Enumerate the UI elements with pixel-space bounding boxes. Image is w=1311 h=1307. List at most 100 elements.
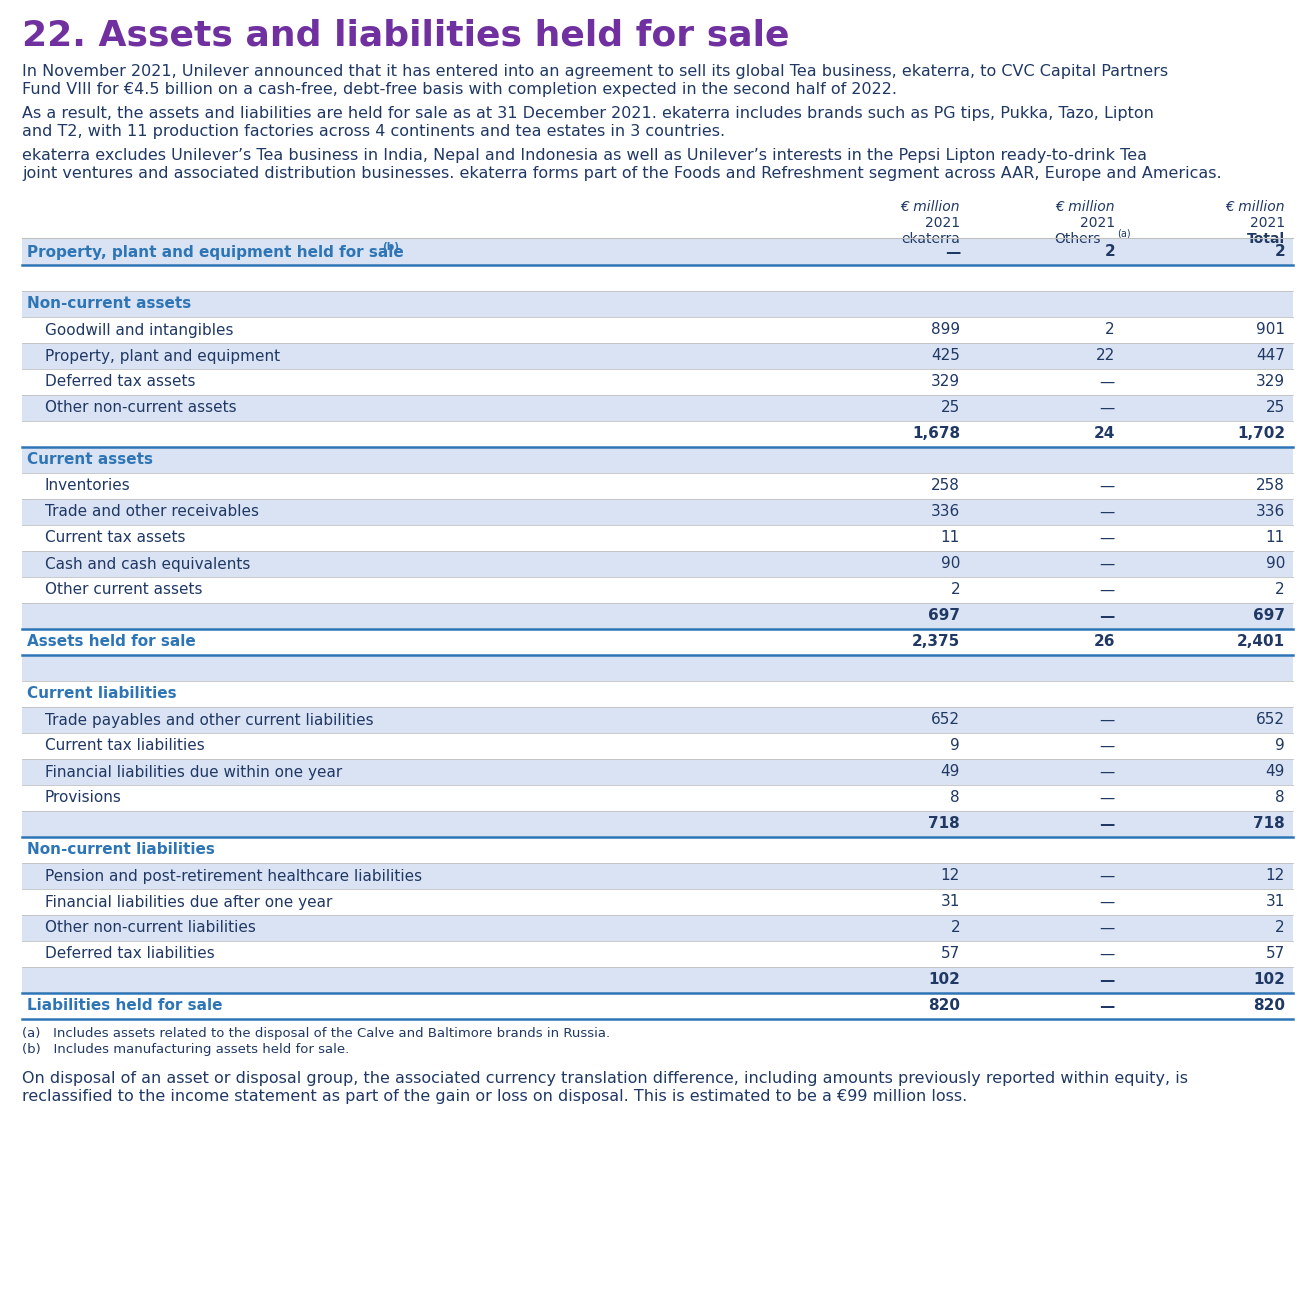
Text: 102: 102 [928, 972, 960, 988]
Bar [22, 552, 1293, 576]
Bar [22, 499, 1293, 525]
Text: Financial liabilities due within one year: Financial liabilities due within one yea… [45, 765, 342, 779]
Text: 2: 2 [950, 583, 960, 597]
Text: € million: € million [1226, 200, 1285, 214]
Text: 57: 57 [941, 946, 960, 962]
Text: (a)   Includes assets related to the disposal of the Calve and Baltimore brands : (a) Includes assets related to the dispo… [22, 1027, 610, 1040]
Bar [22, 681, 1293, 707]
Bar [22, 733, 1293, 759]
Text: 9: 9 [1276, 738, 1285, 754]
Text: 2: 2 [1276, 920, 1285, 936]
Bar [22, 629, 1293, 655]
Text: and T2, with 11 production factories across 4 continents and tea estates in 3 co: and T2, with 11 production factories acr… [22, 124, 725, 139]
Bar [22, 291, 1293, 318]
Text: Deferred tax assets: Deferred tax assets [45, 375, 195, 389]
Text: joint ventures and associated distribution businesses. ekaterra forms part of th: joint ventures and associated distributi… [22, 166, 1222, 180]
Text: Deferred tax liabilities: Deferred tax liabilities [45, 946, 215, 962]
Text: 697: 697 [928, 609, 960, 623]
Bar [22, 447, 1293, 473]
Bar [22, 473, 1293, 499]
Text: —: — [1100, 868, 1114, 884]
Text: —: — [1100, 557, 1114, 571]
Bar [22, 915, 1293, 941]
Text: Property, plant and equipment: Property, plant and equipment [45, 349, 281, 363]
Text: 90: 90 [940, 557, 960, 571]
Text: 11: 11 [1265, 531, 1285, 545]
Text: —: — [1100, 531, 1114, 545]
Text: 258: 258 [1256, 478, 1285, 494]
Text: 425: 425 [931, 349, 960, 363]
Text: (b)   Includes manufacturing assets held for sale.: (b) Includes manufacturing assets held f… [22, 1043, 349, 1056]
Text: ekaterra excludes Unilever’s Tea business in India, Nepal and Indonesia as well : ekaterra excludes Unilever’s Tea busines… [22, 148, 1147, 163]
Text: 2021: 2021 [924, 216, 960, 230]
Text: € million: € million [901, 200, 960, 214]
Text: In November 2021, Unilever announced that it has entered into an agreement to se: In November 2021, Unilever announced tha… [22, 64, 1168, 78]
Text: 258: 258 [931, 478, 960, 494]
Text: 2: 2 [1104, 244, 1114, 260]
Text: 49: 49 [1265, 765, 1285, 779]
Bar [22, 576, 1293, 603]
Text: 1,702: 1,702 [1236, 426, 1285, 442]
Text: Non-current liabilities: Non-current liabilities [28, 843, 215, 857]
Text: —: — [1100, 712, 1114, 728]
Text: Fund VIII for €4.5 billion on a cash-free, debt-free basis with completion expec: Fund VIII for €4.5 billion on a cash-fre… [22, 82, 897, 97]
Text: 57: 57 [1265, 946, 1285, 962]
Bar [22, 889, 1293, 915]
Bar [22, 342, 1293, 369]
Text: Non-current assets: Non-current assets [28, 297, 191, 311]
Bar [22, 421, 1293, 447]
Bar [22, 265, 1293, 291]
Text: —: — [1100, 999, 1114, 1013]
Bar [22, 786, 1293, 812]
Text: Provisions: Provisions [45, 791, 122, 805]
Text: 336: 336 [1256, 505, 1285, 519]
Bar [22, 993, 1293, 1019]
Text: 22: 22 [1096, 349, 1114, 363]
Text: 718: 718 [1253, 817, 1285, 831]
Text: —: — [1100, 400, 1114, 416]
Bar [22, 239, 1293, 265]
Text: Other non-current assets: Other non-current assets [45, 400, 236, 416]
Text: Current liabilities: Current liabilities [28, 686, 177, 702]
Text: 2: 2 [1105, 323, 1114, 337]
Text: Other current assets: Other current assets [45, 583, 202, 597]
Text: 336: 336 [931, 505, 960, 519]
Text: Assets held for sale: Assets held for sale [28, 634, 195, 650]
Text: 652: 652 [931, 712, 960, 728]
Text: As a result, the assets and liabilities are held for sale as at 31 December 2021: As a result, the assets and liabilities … [22, 106, 1154, 122]
Text: 820: 820 [1253, 999, 1285, 1013]
Text: 899: 899 [931, 323, 960, 337]
Bar [22, 318, 1293, 342]
Text: —: — [1100, 609, 1114, 623]
Text: —: — [1100, 894, 1114, 910]
Text: —: — [1100, 765, 1114, 779]
Text: —: — [1100, 920, 1114, 936]
Text: 90: 90 [1265, 557, 1285, 571]
Text: 12: 12 [1265, 868, 1285, 884]
Text: Pension and post-retirement healthcare liabilities: Pension and post-retirement healthcare l… [45, 868, 422, 884]
Text: reclassified to the income statement as part of the gain or loss on disposal. Th: reclassified to the income statement as … [22, 1089, 968, 1104]
Text: 31: 31 [1265, 894, 1285, 910]
Text: 447: 447 [1256, 349, 1285, 363]
Bar [22, 369, 1293, 395]
Bar [22, 655, 1293, 681]
Text: 31: 31 [940, 894, 960, 910]
Text: 718: 718 [928, 817, 960, 831]
Text: 2,401: 2,401 [1236, 634, 1285, 650]
Text: 49: 49 [940, 765, 960, 779]
Text: Current tax assets: Current tax assets [45, 531, 185, 545]
Text: (b): (b) [382, 242, 399, 252]
Text: Trade payables and other current liabilities: Trade payables and other current liabili… [45, 712, 374, 728]
Text: 652: 652 [1256, 712, 1285, 728]
Text: 329: 329 [1256, 375, 1285, 389]
Text: 2: 2 [950, 920, 960, 936]
Text: 25: 25 [941, 400, 960, 416]
Text: Inventories: Inventories [45, 478, 131, 494]
Text: 8: 8 [1276, 791, 1285, 805]
Text: Property, plant and equipment held for sale: Property, plant and equipment held for s… [28, 244, 404, 260]
Text: —: — [1100, 972, 1114, 988]
Text: 9: 9 [950, 738, 960, 754]
Text: 25: 25 [1265, 400, 1285, 416]
Text: Current assets: Current assets [28, 452, 153, 468]
Text: 820: 820 [928, 999, 960, 1013]
